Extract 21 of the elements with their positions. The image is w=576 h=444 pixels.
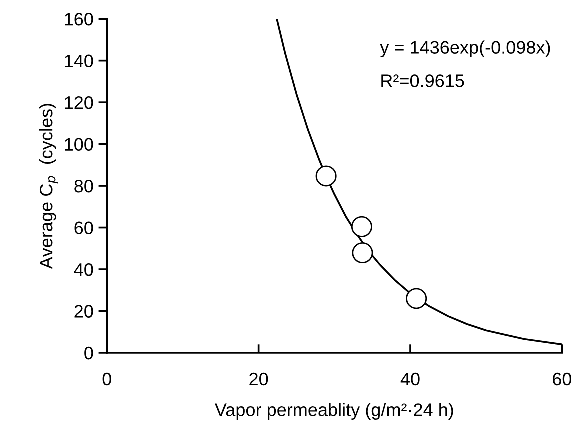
point — [316, 166, 337, 187]
x-tick-label: 0 — [102, 372, 112, 386]
point — [406, 288, 428, 310]
y-tick-label: 40 — [74, 263, 94, 276]
y-tick-label: 60 — [74, 222, 94, 234]
x-axis-title: Vapor permeablity (g/m²·24 h) — [214, 403, 454, 420]
x-tick-label: 40 — [400, 372, 420, 386]
x-tick-label: 60 — [553, 372, 572, 386]
point — [351, 216, 372, 238]
point — [352, 242, 374, 264]
y-axis-title: Average C$_{p}$ (cycles) — [39, 104, 58, 270]
y-tick-label: 100 — [65, 138, 94, 152]
y-tick-label: 160 — [65, 13, 94, 26]
annotation: R²=0.9615 — [382, 74, 464, 88]
y-tick-label: 120 — [65, 96, 94, 110]
x-tick-label: 20 — [250, 372, 268, 386]
annotation: y = 1436exp(-0.098x) — [380, 40, 550, 58]
y-tick-label: 80 — [74, 180, 94, 193]
y-tick-label: 140 — [65, 54, 94, 68]
y-tick-label: 20 — [74, 305, 94, 318]
y-tick-label: 0 — [84, 346, 94, 360]
